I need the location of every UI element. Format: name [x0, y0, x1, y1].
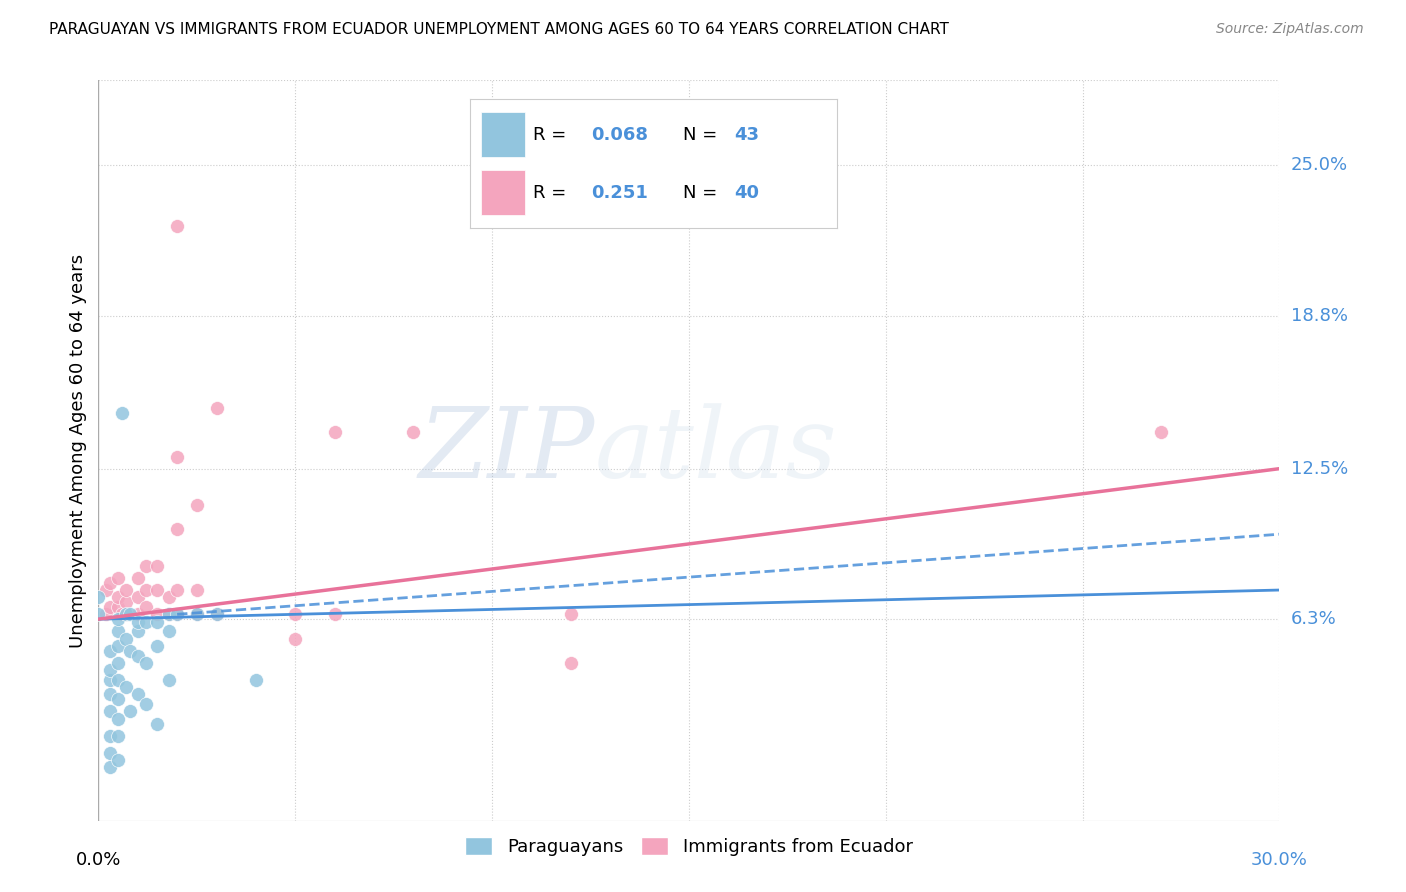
Point — [323, 425, 346, 440]
Point — [87, 591, 110, 605]
Point — [115, 680, 138, 694]
Y-axis label: Unemployment Among Ages 60 to 64 years: Unemployment Among Ages 60 to 64 years — [69, 253, 87, 648]
Point — [186, 607, 208, 622]
Point — [127, 571, 149, 585]
Point — [127, 648, 149, 663]
Point — [166, 450, 188, 464]
Point — [135, 656, 157, 670]
Point — [166, 522, 188, 536]
Text: 12.5%: 12.5% — [1291, 459, 1348, 477]
Point — [118, 607, 141, 622]
Point — [157, 673, 180, 687]
Point — [284, 607, 307, 622]
Point — [1150, 425, 1173, 440]
Point — [146, 558, 169, 573]
Point — [98, 575, 121, 590]
Text: PARAGUAYAN VS IMMIGRANTS FROM ECUADOR UNEMPLOYMENT AMONG AGES 60 TO 64 YEARS COR: PARAGUAYAN VS IMMIGRANTS FROM ECUADOR UN… — [49, 22, 949, 37]
Point — [107, 692, 129, 706]
Point — [107, 600, 129, 615]
Point — [107, 753, 129, 767]
Point — [107, 612, 129, 626]
Point — [245, 673, 267, 687]
Point — [115, 607, 138, 622]
Point — [157, 624, 180, 639]
Text: 30.0%: 30.0% — [1251, 851, 1308, 869]
Point — [135, 600, 157, 615]
Text: 25.0%: 25.0% — [1291, 156, 1348, 174]
Point — [115, 607, 138, 622]
Text: 18.8%: 18.8% — [1291, 307, 1347, 325]
Point — [107, 712, 129, 726]
Text: 6.3%: 6.3% — [1291, 610, 1336, 628]
Point — [146, 582, 169, 597]
Point — [284, 632, 307, 646]
Text: ZIP: ZIP — [418, 403, 595, 498]
Point — [118, 705, 141, 719]
Point — [127, 607, 149, 622]
Point — [107, 729, 129, 743]
Point — [98, 760, 121, 774]
Point — [135, 697, 157, 711]
Text: 0.0%: 0.0% — [76, 851, 121, 869]
Point — [107, 673, 129, 687]
Point — [115, 632, 138, 646]
Point — [111, 406, 134, 420]
Point — [146, 607, 169, 622]
Point — [186, 607, 208, 622]
Point — [205, 401, 228, 415]
Point — [115, 582, 138, 597]
Point — [166, 607, 188, 622]
Point — [127, 615, 149, 629]
Point — [560, 607, 582, 622]
Point — [107, 591, 129, 605]
Point — [98, 746, 121, 760]
Legend: Paraguayans, Immigrants from Ecuador: Paraguayans, Immigrants from Ecuador — [458, 830, 920, 863]
Point — [107, 656, 129, 670]
Point — [98, 687, 121, 701]
Point — [115, 595, 138, 609]
Point — [127, 687, 149, 701]
Point — [323, 607, 346, 622]
Point — [127, 624, 149, 639]
Point — [135, 615, 157, 629]
Point — [118, 644, 141, 658]
Point — [98, 673, 121, 687]
Point — [135, 582, 157, 597]
Point — [146, 639, 169, 653]
Point — [166, 219, 188, 233]
Point — [166, 582, 188, 597]
Point — [98, 644, 121, 658]
Point — [96, 607, 118, 622]
Point — [107, 624, 129, 639]
Point — [157, 591, 180, 605]
Point — [402, 425, 425, 440]
Text: atlas: atlas — [595, 403, 837, 498]
Point — [98, 600, 121, 615]
Point — [111, 607, 134, 622]
Point — [205, 607, 228, 622]
Point — [146, 615, 169, 629]
Point — [98, 705, 121, 719]
Point — [146, 716, 169, 731]
Point — [560, 656, 582, 670]
Point — [98, 729, 121, 743]
Point — [96, 582, 118, 597]
Text: Source: ZipAtlas.com: Source: ZipAtlas.com — [1216, 22, 1364, 37]
Point — [98, 663, 121, 677]
Point — [107, 639, 129, 653]
Point — [166, 607, 188, 622]
Point — [127, 591, 149, 605]
Point — [157, 607, 180, 622]
Point — [135, 558, 157, 573]
Point — [186, 582, 208, 597]
Point — [157, 607, 180, 622]
Point — [87, 607, 110, 622]
Point — [186, 498, 208, 512]
Point — [107, 571, 129, 585]
Point — [205, 607, 228, 622]
